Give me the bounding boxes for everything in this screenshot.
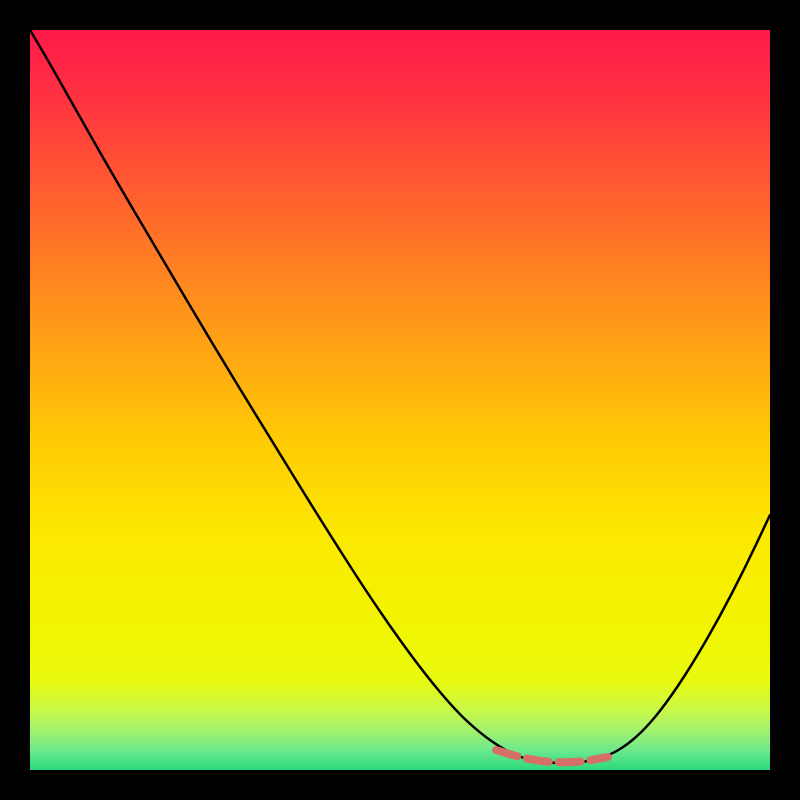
frame-border xyxy=(770,0,800,800)
gradient-background xyxy=(30,30,770,770)
frame-border xyxy=(0,0,800,30)
plot-area xyxy=(0,0,800,800)
frame-border xyxy=(0,770,800,800)
chart-svg xyxy=(0,0,800,800)
frame-border xyxy=(0,0,30,800)
